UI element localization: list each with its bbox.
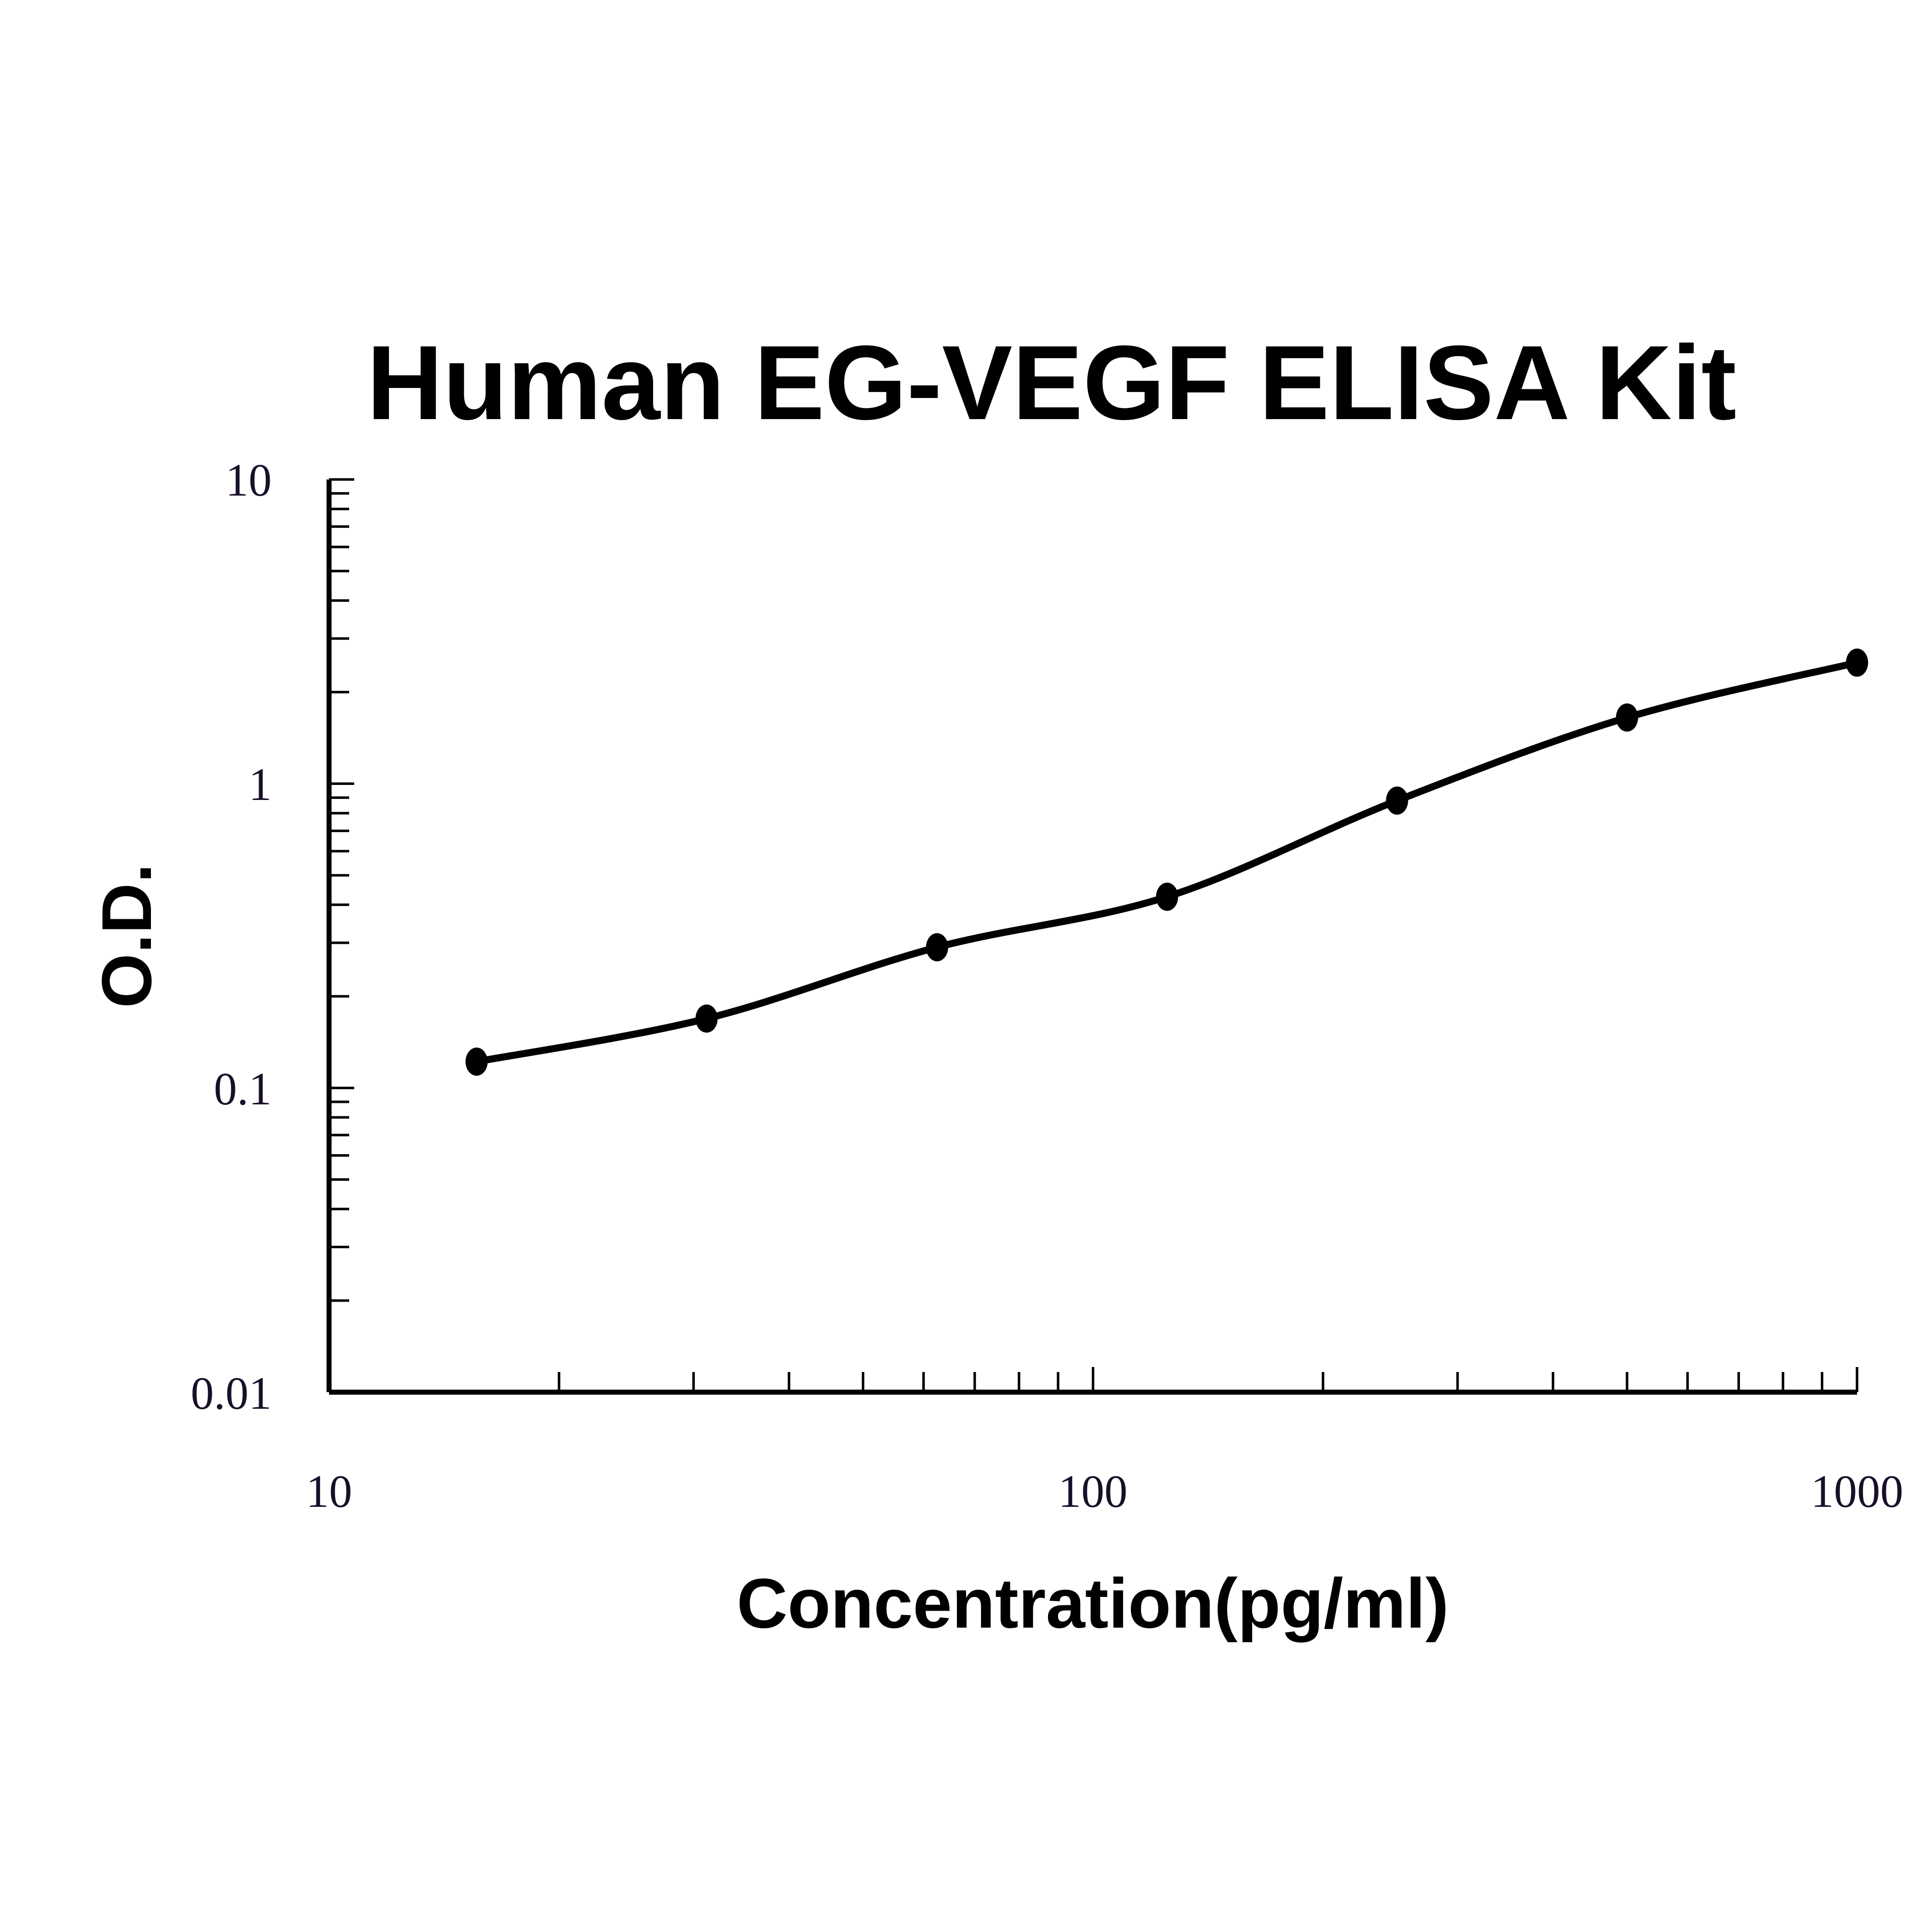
data-point-marker	[1616, 703, 1638, 732]
chart-title: Human EG-VEGF ELISA Kit	[366, 324, 1737, 442]
x-tick-label: 10	[306, 1466, 352, 1517]
data-point-marker	[1156, 882, 1178, 911]
y-tick-label: 0.1	[214, 1063, 272, 1114]
data-points	[465, 649, 1868, 1076]
axes	[327, 478, 1859, 1395]
x-tick-label: 100	[1058, 1466, 1128, 1517]
x-tick-label: 1000	[1811, 1466, 1903, 1517]
fit-curve	[475, 659, 1858, 1065]
y-tick-label: 1	[249, 759, 272, 810]
y-tick-label: 10	[225, 454, 272, 506]
data-point-marker	[926, 933, 948, 961]
data-point-marker	[695, 1004, 718, 1033]
data-point-marker	[1386, 786, 1408, 815]
data-point-marker	[1846, 649, 1868, 677]
y-tick-label: 0.01	[191, 1367, 272, 1419]
fit-line	[475, 659, 1858, 1065]
y-axis-title: O.D.	[87, 863, 166, 1008]
data-point-marker	[465, 1048, 488, 1076]
x-axis-title: Concentration(pg/ml)	[737, 1564, 1448, 1643]
